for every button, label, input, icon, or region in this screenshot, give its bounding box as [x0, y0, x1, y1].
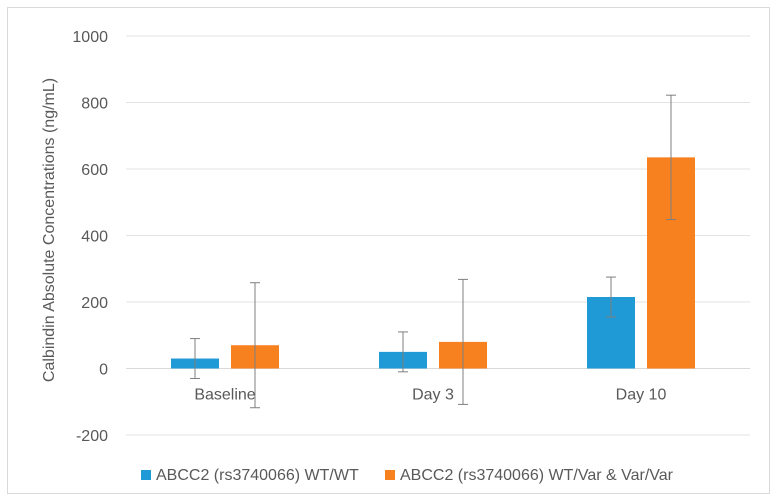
bars	[171, 157, 695, 369]
y-axis-label: Calbindin Absolute Concentrations (ng/mL…	[41, 78, 58, 382]
y-tick-label: 400	[81, 229, 108, 246]
legend-item: ABCC2 (rs3740066) WT/WT	[141, 467, 359, 484]
gridlines	[126, 35, 750, 436]
y-tick-label: 800	[81, 96, 108, 113]
legend-swatch	[385, 470, 395, 480]
error-bar	[666, 94, 676, 221]
legend-swatch	[141, 470, 151, 480]
error-bars	[190, 94, 676, 409]
error-bar	[190, 338, 200, 379]
y-tick-label: 200	[81, 295, 108, 312]
error-bar	[606, 276, 616, 318]
x-category-label: Day 3	[412, 387, 454, 404]
legend-label: ABCC2 (rs3740066) WT/WT	[156, 467, 359, 484]
legend-item: ABCC2 (rs3740066) WT/Var & Var/Var	[385, 467, 674, 484]
x-category-label: Baseline	[194, 387, 255, 404]
error-bar	[398, 331, 408, 373]
legend-label: ABCC2 (rs3740066) WT/Var & Var/Var	[400, 467, 674, 484]
y-tick-label: 1000	[72, 29, 108, 46]
y-tick-label: 600	[81, 162, 108, 179]
y-axis-ticks: -200 0 200 400 600 800 1000	[72, 29, 108, 445]
y-tick-label: 0	[99, 362, 108, 379]
legend: ABCC2 (rs3740066) WT/WT ABCC2 (rs3740066)…	[141, 467, 674, 484]
chart-frame	[7, 7, 770, 494]
x-axis-categories: Baseline Day 3 Day 10	[194, 387, 666, 404]
error-bar	[458, 278, 468, 405]
error-bar	[250, 282, 260, 409]
y-tick-label: -200	[76, 428, 108, 445]
x-category-label: Day 10	[616, 387, 667, 404]
